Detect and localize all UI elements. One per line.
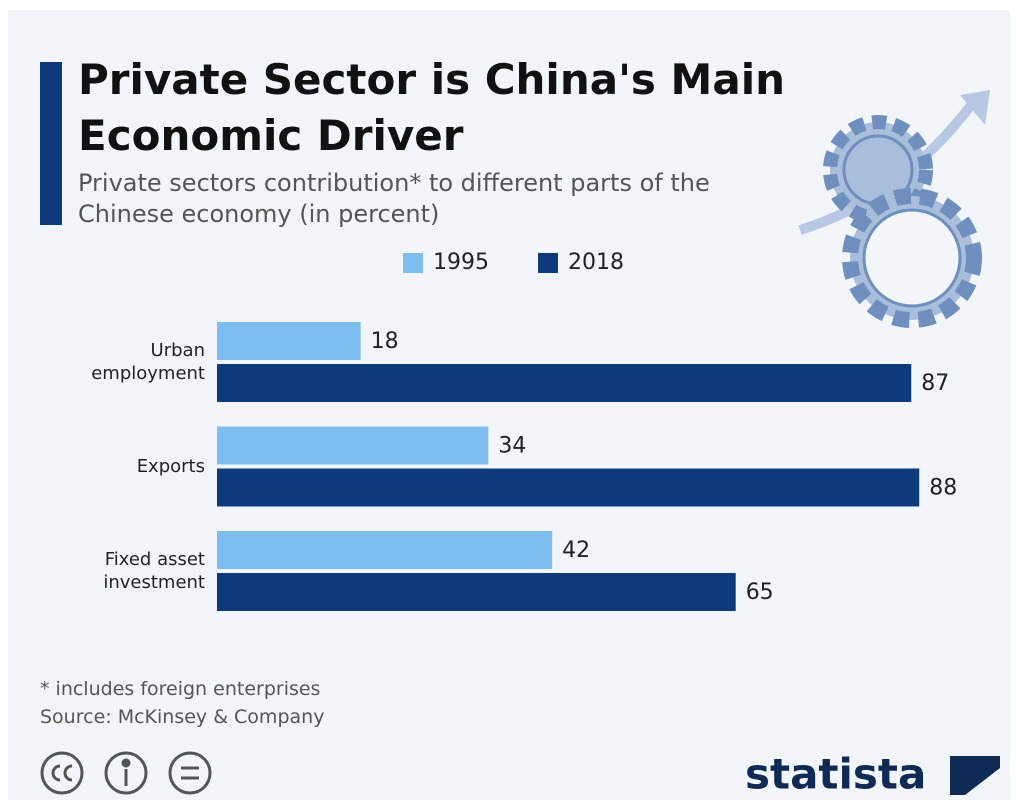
legend-label: 1995: [433, 250, 489, 275]
legend-swatch: [538, 253, 558, 273]
bar: [217, 322, 361, 360]
cc-icons: [40, 751, 212, 795]
chart-subtitle: Private sectors contribution* to differe…: [78, 169, 710, 228]
bar: [217, 531, 553, 569]
footnote: * includes foreign enterprises: [40, 678, 321, 700]
value-label: 88: [929, 476, 957, 501]
value-label: 65: [746, 580, 774, 605]
brand-logo: [950, 756, 1000, 795]
value-label: 87: [921, 371, 949, 396]
value-label: 18: [371, 329, 399, 354]
bar: [217, 468, 920, 507]
accent-bar: [40, 62, 62, 225]
bar: [217, 573, 736, 611]
bar: [217, 426, 489, 465]
category-label: Exports: [136, 456, 205, 477]
legend-swatch: [403, 253, 423, 273]
chart-title: Private Sector is China's Main Economic …: [78, 55, 785, 160]
brand: statista: [745, 750, 926, 799]
value-label: 42: [562, 538, 590, 563]
gear-graphic: [798, 90, 990, 328]
value-label: 34: [498, 434, 526, 459]
category-label: Fixed asset investment: [103, 549, 205, 593]
legend-label: 2018: [568, 250, 624, 275]
source: Source: McKinsey & Company: [40, 706, 325, 728]
category-label: Urban employment: [91, 340, 205, 384]
bar: [217, 364, 912, 402]
